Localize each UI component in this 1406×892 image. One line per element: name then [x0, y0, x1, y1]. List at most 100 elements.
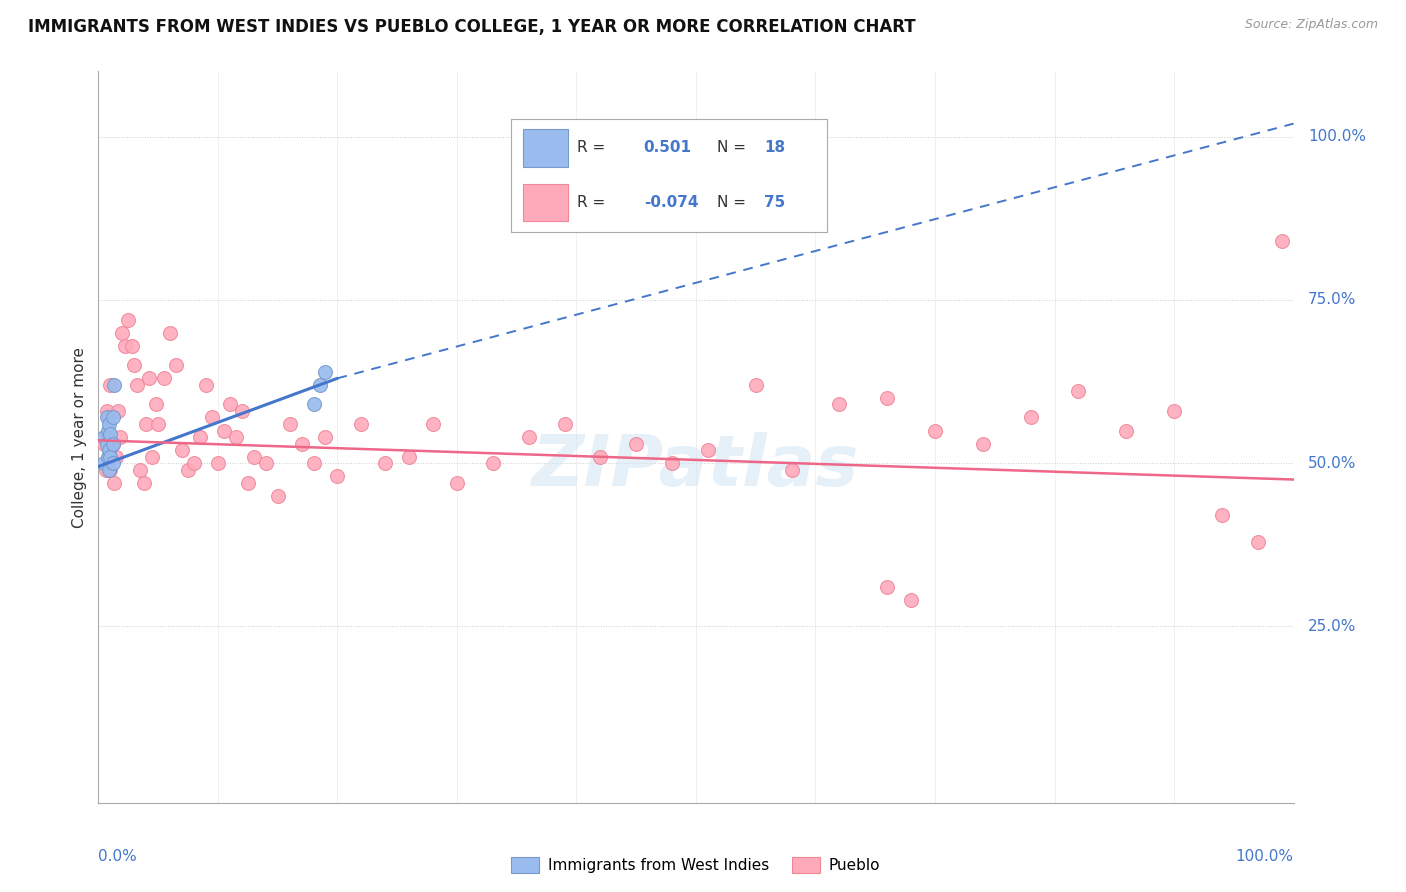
Point: [243, 450, 266, 464]
Point: [374, 456, 396, 470]
Point: [98, 426, 122, 441]
Legend: Immigrants from West Indies, Pueblo: Immigrants from West Indies, Pueblo: [505, 851, 887, 880]
Point: [183, 456, 205, 470]
Point: [145, 397, 167, 411]
Point: [93, 436, 115, 450]
Point: [828, 397, 851, 411]
Point: [900, 593, 922, 607]
Point: [132, 475, 155, 490]
Point: [554, 417, 576, 431]
Point: [172, 443, 194, 458]
Point: [117, 312, 139, 326]
Point: [780, 463, 803, 477]
Point: [201, 410, 224, 425]
Point: [108, 430, 131, 444]
Point: [97, 450, 120, 464]
Point: [135, 417, 157, 431]
Point: [1067, 384, 1090, 399]
Point: [626, 436, 648, 450]
Point: [111, 326, 134, 340]
Point: [98, 443, 121, 458]
Point: [207, 456, 229, 470]
Point: [517, 430, 540, 444]
Point: [93, 456, 115, 470]
Point: [697, 443, 720, 458]
Point: [1115, 424, 1137, 438]
Point: [165, 358, 187, 372]
Point: [254, 456, 277, 470]
Text: 100.0%: 100.0%: [1236, 848, 1294, 863]
Point: [1163, 404, 1185, 418]
Point: [481, 456, 505, 470]
Point: [1247, 534, 1270, 549]
Point: [141, 450, 163, 464]
Point: [148, 417, 170, 431]
Point: [398, 450, 420, 464]
Point: [308, 377, 330, 392]
Point: [129, 463, 152, 477]
Point: [96, 404, 118, 418]
Point: [876, 391, 898, 405]
Point: [278, 417, 301, 431]
Point: [138, 371, 160, 385]
Point: [98, 377, 122, 392]
Point: [121, 338, 143, 352]
Point: [188, 430, 211, 444]
Point: [1019, 410, 1042, 425]
Point: [107, 404, 129, 418]
Point: [422, 417, 444, 431]
Point: [225, 430, 247, 444]
Point: [125, 377, 148, 392]
Point: [105, 450, 128, 464]
Point: [101, 436, 124, 450]
Point: [661, 456, 683, 470]
Point: [101, 436, 124, 450]
Point: [97, 424, 120, 438]
Point: [103, 475, 125, 490]
Point: [96, 436, 118, 450]
Point: [1211, 508, 1233, 523]
Point: [153, 371, 176, 385]
Point: [267, 489, 290, 503]
Y-axis label: College, 1 year or more: College, 1 year or more: [72, 347, 87, 527]
Point: [350, 417, 373, 431]
Point: [745, 377, 768, 392]
Point: [159, 326, 181, 340]
Point: [446, 475, 468, 490]
Point: [302, 397, 325, 411]
Point: [114, 338, 136, 352]
Point: [195, 377, 218, 392]
Point: [589, 450, 612, 464]
Text: Source: ZipAtlas.com: Source: ZipAtlas.com: [1244, 18, 1378, 31]
Point: [103, 377, 125, 392]
Point: [302, 456, 325, 470]
Point: [212, 424, 235, 438]
Text: 25.0%: 25.0%: [1308, 619, 1357, 634]
Point: [876, 580, 898, 594]
Text: 50.0%: 50.0%: [1308, 456, 1357, 471]
Point: [972, 436, 994, 450]
Point: [326, 469, 349, 483]
Point: [94, 463, 117, 477]
Point: [291, 436, 314, 450]
Text: 100.0%: 100.0%: [1308, 129, 1365, 145]
Point: [98, 450, 122, 464]
Point: [219, 397, 242, 411]
Point: [315, 430, 337, 444]
Point: [315, 365, 337, 379]
Point: [98, 463, 121, 477]
Point: [101, 456, 124, 470]
Point: [96, 410, 118, 425]
Point: [177, 463, 200, 477]
Point: [101, 410, 124, 425]
Text: 75.0%: 75.0%: [1308, 293, 1357, 308]
Point: [98, 463, 122, 477]
Point: [924, 424, 946, 438]
Point: [236, 475, 259, 490]
Point: [1271, 234, 1294, 248]
Point: [97, 430, 120, 444]
Point: [98, 417, 121, 431]
Text: ZIPatlas: ZIPatlas: [533, 432, 859, 500]
Point: [124, 358, 146, 372]
Point: [98, 410, 121, 425]
